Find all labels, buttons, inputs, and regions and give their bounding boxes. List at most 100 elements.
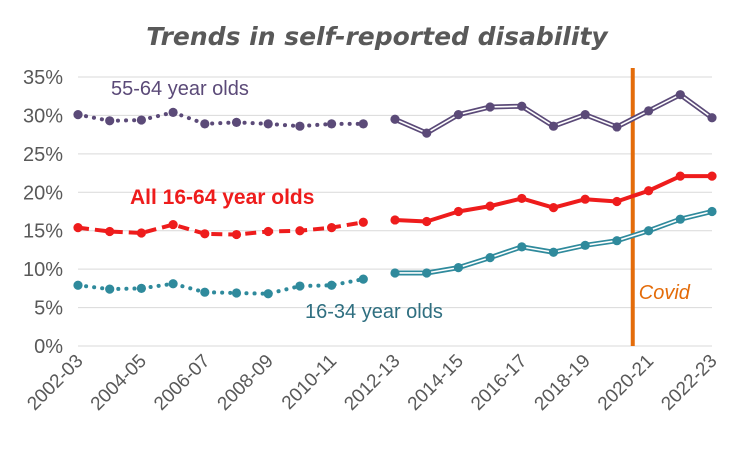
- y-tick-label: 30%: [23, 105, 63, 127]
- data-point: [200, 287, 210, 297]
- y-tick-label: 35%: [23, 67, 63, 89]
- series-line-recent-inner: [395, 210, 713, 274]
- data-point: [295, 281, 305, 291]
- data-point: [644, 106, 654, 116]
- data-point: [295, 121, 305, 131]
- x-tick-label: 2006-07: [150, 351, 214, 415]
- series-0: [73, 90, 717, 138]
- covid-marker: Covid: [630, 68, 691, 346]
- data-point: [675, 214, 685, 224]
- data-point: [580, 194, 590, 204]
- data-point: [612, 196, 622, 207]
- series-line-early: [76, 110, 366, 129]
- y-tick-label: 10%: [23, 259, 63, 281]
- y-tick-label: 15%: [23, 221, 63, 243]
- data-point: [231, 117, 242, 127]
- x-tick-label: 2004-05: [87, 351, 151, 415]
- data-point: [707, 171, 717, 181]
- data-point: [327, 223, 337, 233]
- data-point: [644, 186, 654, 196]
- data-point: [707, 206, 717, 217]
- data-point: [580, 110, 590, 120]
- data-point: [358, 217, 368, 227]
- data-point: [485, 201, 495, 211]
- series-line-recent: [394, 174, 712, 224]
- y-tick-label: 0%: [34, 336, 63, 358]
- data-point: [548, 247, 559, 257]
- data-point: [327, 280, 337, 290]
- data-point: [707, 113, 717, 123]
- data-point: [231, 229, 242, 240]
- data-point: [295, 226, 305, 236]
- data-point: [644, 226, 654, 236]
- data-point: [612, 122, 622, 132]
- data-point: [168, 279, 178, 289]
- data-point: [73, 223, 83, 233]
- series-label-16-34: 16-34 year olds: [305, 301, 443, 323]
- data-point: [453, 263, 463, 273]
- x-tick-label: 2008-09: [214, 351, 278, 415]
- series-2: [73, 206, 717, 299]
- x-tick-label: 2020-21: [594, 351, 658, 415]
- series-labels: 55-64 year olds All 16-64 year olds 16-3…: [111, 78, 443, 323]
- data-point: [105, 284, 115, 294]
- data-point: [517, 193, 527, 204]
- data-point: [422, 128, 432, 138]
- data-point: [358, 274, 368, 284]
- data-point: [168, 107, 178, 117]
- x-tick-label: 2010-11: [278, 351, 341, 414]
- data-point: [263, 289, 273, 299]
- x-tick-label: 2018-19: [531, 351, 595, 415]
- chart-title: Trends in self-reported disability: [146, 22, 609, 51]
- data-point: [612, 236, 622, 246]
- series-line-recent: [395, 209, 713, 276]
- data-point: [200, 119, 210, 129]
- data-point: [548, 203, 559, 213]
- data-point: [548, 121, 559, 131]
- x-tick-label: 2016-17: [467, 351, 531, 415]
- data-point: [422, 216, 432, 227]
- y-tick-label: 5%: [34, 298, 63, 320]
- data-point: [390, 268, 400, 278]
- data-point: [136, 283, 146, 293]
- series-label-all-16-64: All 16-64 year olds: [130, 186, 314, 209]
- data-point: [231, 288, 242, 298]
- y-axis-ticks: 0% 5% 10% 15% 20% 25% 30% 35%: [23, 67, 63, 358]
- data-point: [453, 110, 463, 120]
- data-point: [327, 119, 337, 129]
- data-point: [453, 206, 463, 217]
- data-point: [422, 268, 432, 278]
- series-1: [73, 171, 717, 240]
- data-point: [105, 226, 115, 237]
- data-point: [390, 114, 400, 124]
- series-line-early: [77, 220, 364, 237]
- data-point: [73, 110, 83, 120]
- covid-label: Covid: [639, 282, 691, 304]
- x-tick-label: 2012-13: [340, 351, 404, 415]
- data-point: [73, 280, 83, 290]
- x-tick-label: 2014-15: [404, 351, 468, 415]
- data-point: [200, 229, 210, 239]
- data-point: [675, 90, 685, 100]
- data-point: [675, 171, 685, 181]
- data-point: [485, 253, 495, 263]
- y-tick-label: 20%: [23, 182, 63, 204]
- series-line-early: [76, 277, 366, 296]
- data-point: [580, 240, 590, 250]
- data-point: [358, 119, 368, 129]
- x-tick-label: 2022-23: [657, 351, 721, 415]
- data-point: [263, 119, 273, 129]
- data-point: [136, 115, 146, 125]
- data-point: [263, 226, 273, 237]
- series-label-55-64: 55-64 year olds: [111, 78, 249, 100]
- data-point: [168, 219, 178, 230]
- data-point: [390, 215, 400, 225]
- data-point: [517, 101, 527, 111]
- data-point: [517, 242, 527, 252]
- data-point: [105, 116, 115, 126]
- series-lines: [73, 90, 717, 299]
- data-point: [485, 102, 495, 112]
- y-tick-label: 25%: [23, 144, 63, 166]
- x-axis-ticks: 2002-03 2004-05 2006-07 2008-09 2010-11 2012-…: [23, 351, 721, 415]
